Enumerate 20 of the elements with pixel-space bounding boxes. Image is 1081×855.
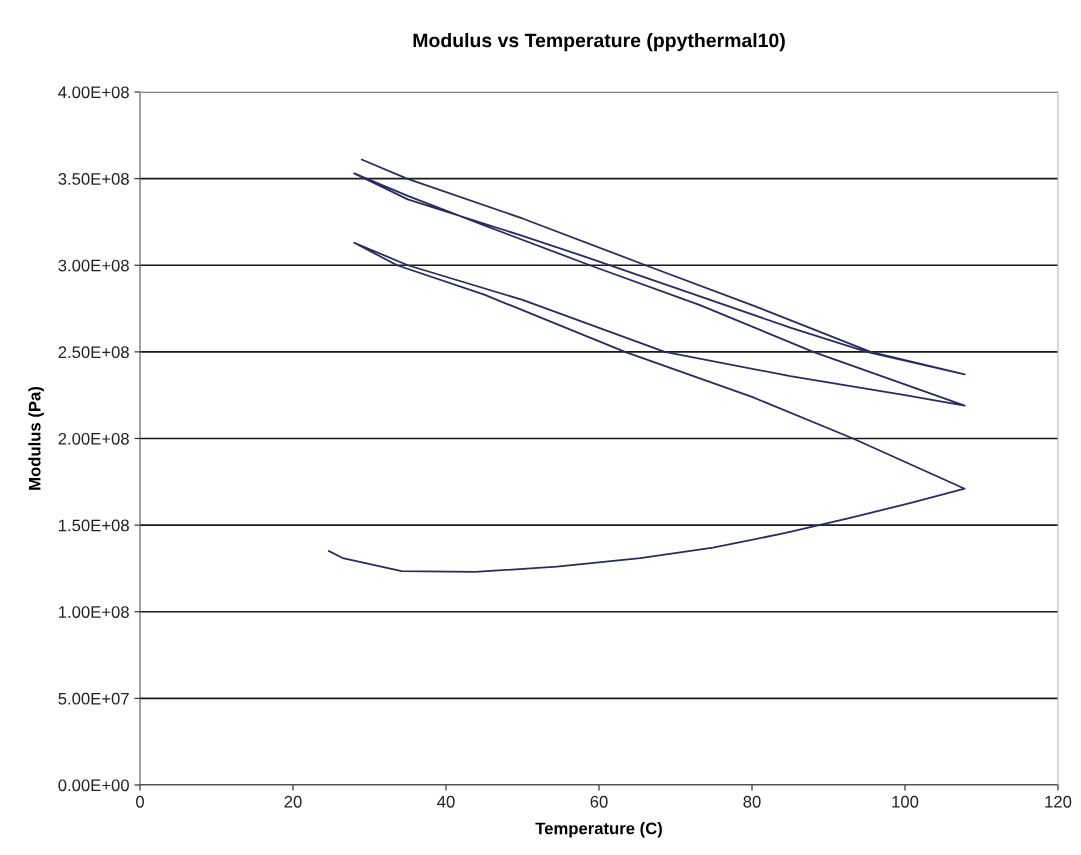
y-tick-label: 2.50E+08 xyxy=(58,346,129,359)
x-tick-label: 20 xyxy=(284,795,302,808)
x-tick-label: 80 xyxy=(743,795,761,808)
x-tick-label: 0 xyxy=(136,795,144,808)
x-tick-label: 100 xyxy=(892,795,919,808)
x-tick-label: 60 xyxy=(590,795,608,808)
y-tick-label: 3.50E+08 xyxy=(58,173,129,185)
y-tick-label: 0.00E+00 xyxy=(58,779,129,792)
line-series xyxy=(328,158,966,573)
chart-title: Modulus vs Temperature (ppythermal10) xyxy=(413,33,785,52)
y-tick-label: 2.00E+08 xyxy=(58,432,129,445)
x-tick-label: 40 xyxy=(437,795,455,808)
y-axis-title: Modulus (Pa) xyxy=(28,387,44,490)
y-tick-label: 4.00E+08 xyxy=(58,86,129,99)
y-tick-label: 1.00E+08 xyxy=(59,606,129,618)
y-tick-label: 1.50E+08 xyxy=(59,519,129,532)
y-tick-label: 5.00E+07 xyxy=(58,692,129,705)
x-axis-title: Temperature (C) xyxy=(535,822,662,838)
y-tick-label: 3.00E+08 xyxy=(58,259,129,272)
x-tick-label: 120 xyxy=(1045,795,1072,808)
